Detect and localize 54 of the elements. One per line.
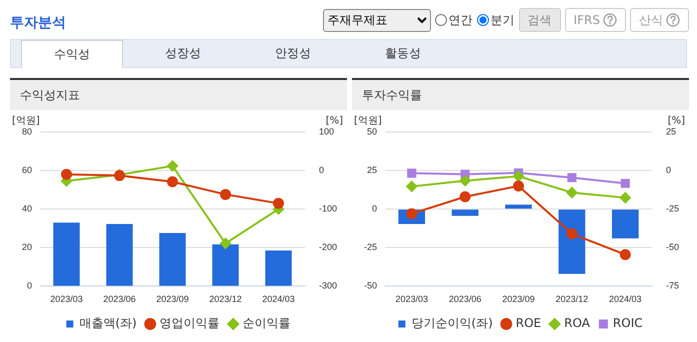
text: 연간 bbox=[448, 12, 473, 28]
legend-label: ROA bbox=[564, 316, 591, 330]
y-tick-label: 25 bbox=[366, 165, 378, 176]
legend-label: ROIC bbox=[612, 316, 643, 330]
text: IFRS bbox=[574, 13, 600, 27]
x-tick-label: 2023/12 bbox=[209, 294, 242, 304]
y2-axis-title: [%] bbox=[668, 116, 686, 127]
text: 성장성 bbox=[164, 45, 202, 62]
y-tick-label: 0 bbox=[26, 280, 32, 291]
y-tick-label: 0 bbox=[372, 204, 378, 214]
legend-label: 매출액(좌) bbox=[79, 316, 137, 330]
x-tick-label: 2023/09 bbox=[502, 294, 535, 304]
legend-label: 영업이익률 bbox=[160, 316, 220, 330]
y2-tick-label: -300 bbox=[318, 280, 337, 291]
legend-label: ROE bbox=[516, 316, 542, 330]
y2-tick-label: 25 bbox=[666, 126, 676, 136]
chart-title: 수익성지표 bbox=[10, 80, 347, 110]
x-tick-label: 2023/06 bbox=[448, 294, 482, 304]
text: 분기 bbox=[490, 12, 515, 28]
text: 수익성 bbox=[21, 40, 123, 68]
y2-axis-title: [%] bbox=[326, 116, 344, 127]
legend-label: 순이익률 bbox=[242, 316, 291, 330]
y-tick-label: 40 bbox=[22, 204, 32, 214]
text: 산식 bbox=[639, 12, 663, 28]
legend-label: 당기순이익(좌) bbox=[411, 316, 493, 330]
x-tick-label: 2023/03 bbox=[50, 294, 83, 304]
y2-tick-label: 0 bbox=[666, 165, 672, 176]
x-tick-label: 2023/12 bbox=[556, 294, 588, 304]
text: 안정성 bbox=[274, 45, 312, 62]
y2-tick-label: -75 bbox=[666, 280, 680, 291]
text: 활동성 bbox=[384, 45, 422, 62]
y-tick-label: 50 bbox=[366, 126, 378, 136]
text: 투자분석 bbox=[10, 14, 66, 32]
chart-title: 투자수익률 bbox=[352, 80, 689, 110]
x-tick-label: 2024/03 bbox=[262, 294, 295, 304]
y-tick-label: 80 bbox=[22, 126, 32, 136]
y-tick-label: -25 bbox=[364, 242, 378, 252]
y2-tick-label: -100 bbox=[318, 204, 337, 214]
y2-tick-label: 100 bbox=[318, 126, 334, 136]
x-tick-label: 2023/06 bbox=[103, 294, 136, 304]
y-tick-label: 60 bbox=[22, 165, 32, 176]
x-tick-label: 2023/09 bbox=[156, 294, 189, 304]
y2-tick-label: 0 bbox=[318, 165, 324, 176]
y-axis-title: [억원] bbox=[12, 116, 40, 127]
y2-tick-label: -25 bbox=[666, 204, 680, 214]
x-tick-label: 2024/03 bbox=[609, 294, 642, 304]
text: 검색 bbox=[528, 12, 552, 28]
y-tick-label: -50 bbox=[364, 280, 378, 291]
y2-tick-label: -50 bbox=[666, 242, 680, 252]
y-axis-title: [억원] bbox=[354, 116, 382, 127]
text: 주재무제표 bbox=[322, 8, 431, 32]
x-tick-label: 2023/03 bbox=[395, 294, 428, 304]
y2-tick-label: -200 bbox=[318, 242, 337, 252]
y-tick-label: 20 bbox=[22, 242, 32, 252]
